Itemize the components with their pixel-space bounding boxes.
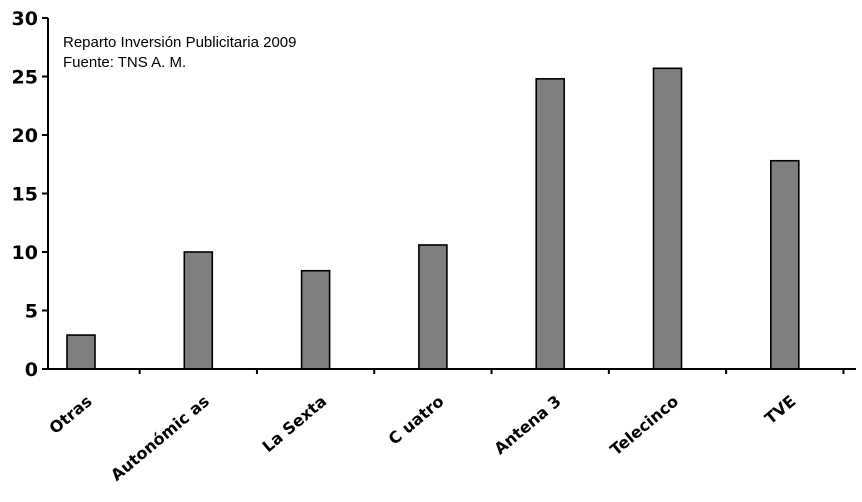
- x-axis-tick-labels: Otras Autonómic as La Sexta C uatro Antena 3…: [45, 392, 799, 485]
- y-tick-label: 15: [12, 184, 38, 206]
- bar-antena-3: [535, 78, 566, 370]
- bar-cuatro: [418, 244, 448, 370]
- bar-la-sexta: [300, 269, 331, 370]
- y-tick-label: 20: [12, 125, 38, 147]
- chart-annotation-source: Fuente: TNS A. M.: [63, 54, 186, 71]
- y-tick-label: 0: [25, 359, 38, 381]
- bar-autonómicas: [183, 251, 214, 370]
- x-tick-label: TVE: [761, 392, 799, 429]
- bar-otras: [66, 334, 96, 370]
- x-tick-label: Antena 3: [490, 392, 564, 459]
- bars: [66, 67, 800, 370]
- y-tick-label: 25: [12, 67, 38, 89]
- y-tick-label: 30: [12, 8, 38, 30]
- chart-annotation-title: Reparto Inversión Publicitaria 2009: [63, 34, 296, 51]
- bar-tve: [769, 159, 800, 370]
- y-tick-label: 10: [12, 242, 38, 264]
- bar-telecinco: [652, 67, 683, 370]
- x-tick-label: La Sexta: [258, 392, 330, 457]
- x-tick-label: Telecinco: [606, 392, 682, 460]
- x-tick-label: Autonómic as: [107, 392, 213, 485]
- y-tick-label: 5: [25, 301, 38, 323]
- x-tick-label: Otras: [45, 392, 95, 438]
- x-tick-label: C uatro: [385, 392, 448, 449]
